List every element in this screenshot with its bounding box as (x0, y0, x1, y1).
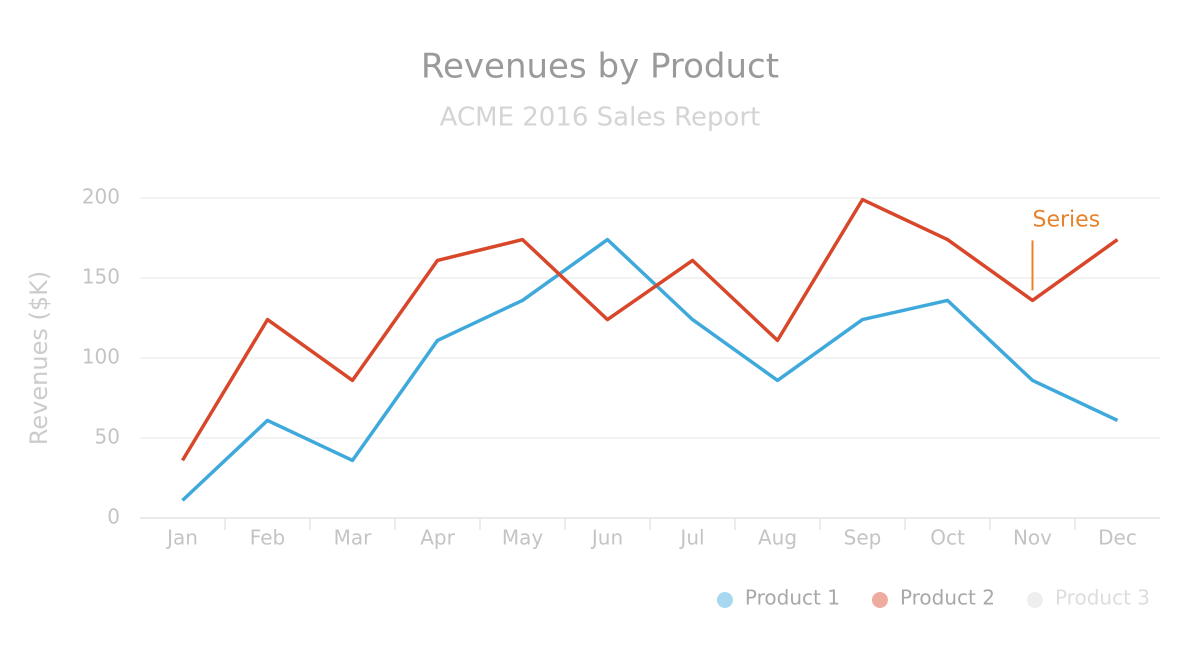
x-tick-label: Jan (165, 526, 198, 550)
legend-swatch (871, 592, 888, 608)
x-tick-label: Sep (844, 526, 882, 550)
x-tick-label: Mar (334, 526, 373, 550)
x-tick-label: May (502, 526, 544, 550)
x-tick-label: Jul (678, 526, 704, 550)
y-tick-label: 200 (82, 185, 120, 209)
line-series (181, 197, 1119, 462)
x-tick-label: Nov (1013, 526, 1052, 550)
legend-label: Product 3 (1055, 586, 1150, 610)
line-series (181, 237, 1119, 502)
x-tick-label: Jun (590, 526, 623, 550)
legend-swatch (1026, 592, 1043, 608)
y-tick-label: 100 (82, 345, 120, 369)
annotation-text: Series (1033, 207, 1101, 232)
x-tick-label: Oct (930, 526, 965, 550)
legend-label: Product 1 (745, 586, 840, 610)
x-tick-label: Dec (1098, 526, 1137, 550)
x-tick-label: Apr (420, 526, 455, 550)
y-tick-label: 150 (82, 265, 120, 289)
chart-subtitle: ACME 2016 Sales Report (440, 103, 761, 133)
x-tick-label: Feb (250, 526, 285, 550)
y-axis-label: Revenues ($K) (25, 271, 53, 445)
y-tick-label: 0 (107, 505, 120, 529)
y-tick-label: 50 (95, 425, 120, 449)
chart-title: Revenues by Product (421, 47, 779, 87)
x-tick-label: Aug (758, 526, 797, 550)
legend-swatch (716, 592, 733, 608)
legend-label: Product 2 (900, 586, 995, 610)
